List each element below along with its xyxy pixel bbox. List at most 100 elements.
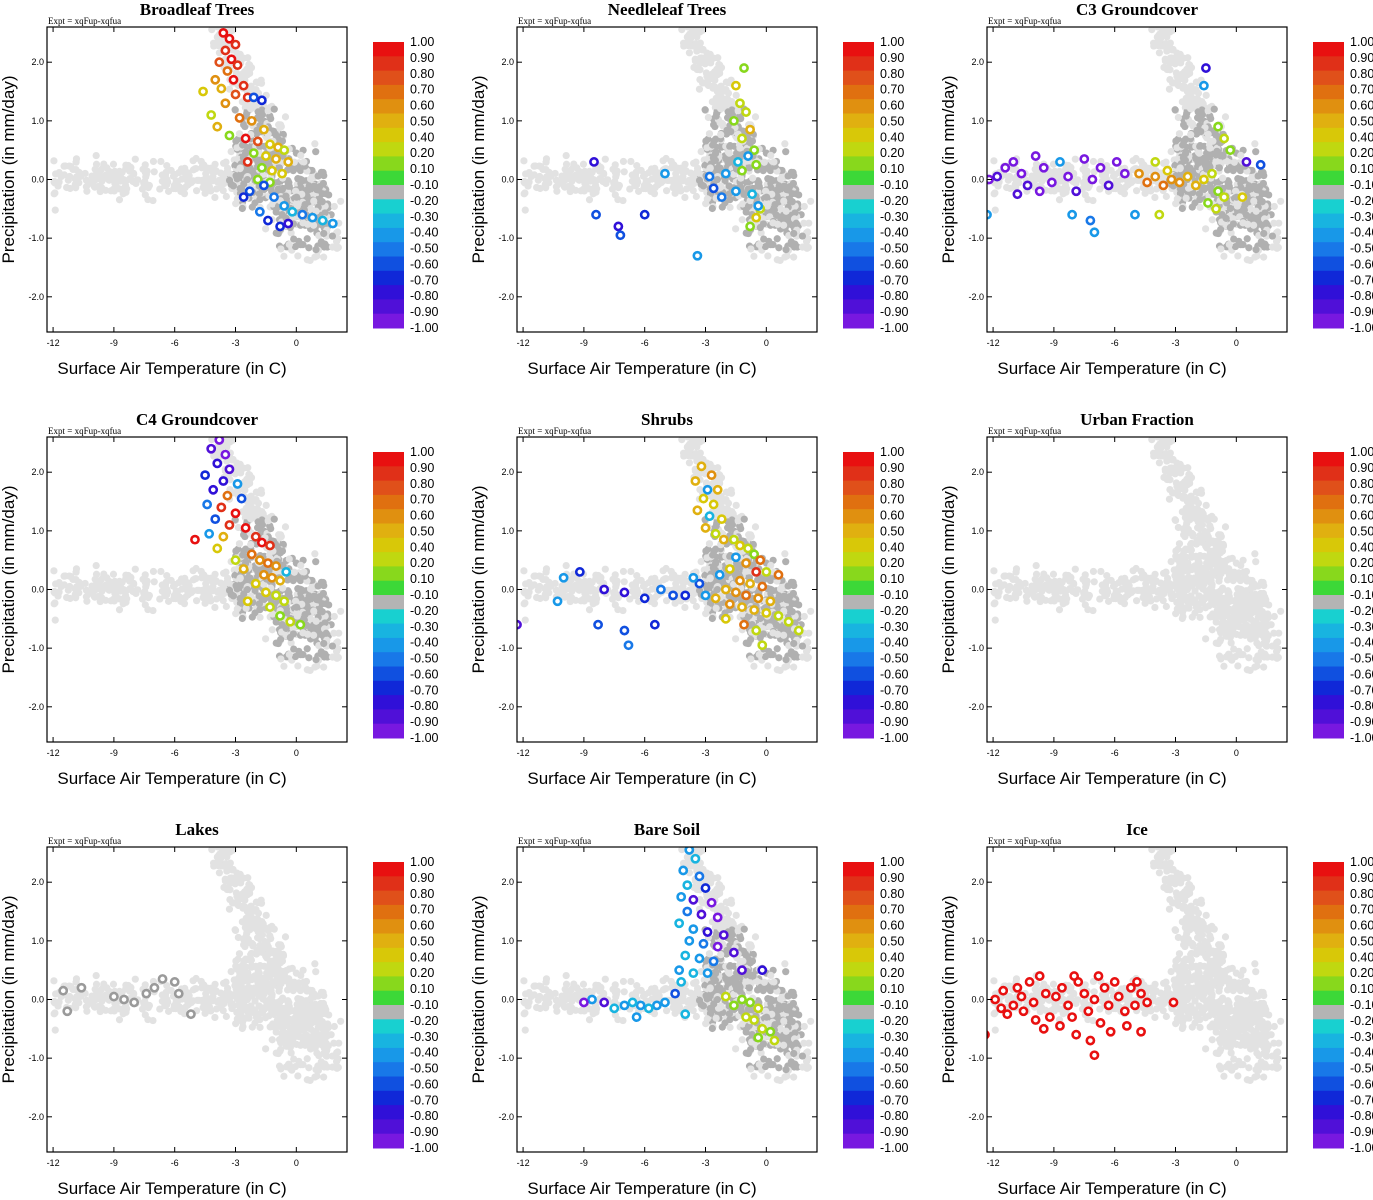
background-point — [534, 176, 542, 184]
background-point — [100, 160, 108, 168]
background-point — [994, 180, 1002, 189]
background-point — [800, 202, 808, 211]
data-point — [238, 80, 249, 91]
colorbar-label: -0.70 — [880, 273, 909, 287]
colorbar-label: -1.00 — [1350, 321, 1373, 335]
background-point — [1166, 39, 1174, 47]
x-tick-label: -3 — [1172, 338, 1180, 348]
background-point — [1192, 155, 1200, 163]
colorbar-segment — [373, 127, 404, 143]
data-point — [1182, 171, 1193, 182]
background-point — [201, 189, 209, 197]
data-point — [295, 619, 306, 630]
data-point — [615, 230, 626, 241]
colorbar-segment — [373, 566, 404, 582]
background-point — [575, 176, 583, 184]
data-point — [254, 206, 265, 217]
background-point — [276, 121, 285, 129]
background-point — [572, 186, 580, 194]
colorbar-label: -0.20 — [410, 604, 439, 618]
background-point — [746, 139, 754, 147]
background-point — [201, 599, 209, 607]
background-point — [738, 216, 746, 224]
background-point — [708, 614, 716, 623]
data-point — [749, 145, 760, 156]
data-point — [230, 39, 241, 50]
data-point — [252, 174, 263, 185]
data-point — [1211, 203, 1221, 214]
background-point — [682, 577, 690, 585]
background-point — [747, 245, 755, 253]
background-point — [214, 27, 221, 29]
background-point — [150, 578, 158, 586]
background-point — [268, 610, 277, 618]
colorbar-label: -0.40 — [880, 226, 909, 240]
colorbar-segment — [373, 285, 404, 300]
background-point — [282, 192, 290, 200]
data-point — [220, 45, 231, 56]
background-point — [1152, 185, 1161, 193]
background-point — [51, 206, 59, 214]
background-point — [180, 600, 189, 608]
background-point — [1261, 209, 1269, 217]
x-tick-label: 0 — [294, 338, 299, 348]
colorbar-label: 0.90 — [880, 51, 904, 65]
background-point — [60, 171, 68, 179]
background-point — [75, 168, 83, 177]
data-point — [660, 168, 670, 179]
background-point — [697, 148, 705, 156]
background-point — [626, 185, 634, 193]
background-point — [1209, 137, 1217, 145]
colorbar-segment — [373, 84, 404, 100]
background-point — [628, 177, 636, 185]
background-point — [131, 565, 139, 573]
colorbar-segment — [373, 256, 404, 272]
background-point — [208, 27, 216, 34]
background-point — [91, 593, 99, 601]
background-point — [1055, 172, 1063, 180]
background-point — [990, 157, 998, 165]
background-point — [628, 587, 636, 595]
background-point — [292, 603, 301, 611]
background-point — [280, 252, 288, 260]
background-point — [337, 607, 345, 615]
background-point — [247, 541, 255, 549]
colorbar-label: 0.40 — [410, 130, 434, 144]
background-point — [1262, 219, 1270, 227]
background-point — [601, 155, 609, 163]
background-point — [51, 599, 59, 607]
background-point — [312, 207, 320, 215]
background-point — [237, 469, 245, 477]
background-point — [311, 550, 319, 558]
colorbar-label: 0.20 — [410, 146, 434, 160]
background-point — [187, 178, 195, 187]
y-tick-label: 1.0 — [31, 526, 44, 536]
background-point — [296, 576, 305, 585]
background-point — [81, 169, 89, 178]
colorbar-label: -0.80 — [410, 699, 439, 713]
background-point — [716, 95, 724, 103]
background-point — [609, 165, 617, 173]
background-point — [222, 568, 230, 576]
background-point — [337, 197, 345, 205]
background-point — [728, 97, 736, 106]
background-point — [1167, 148, 1175, 156]
background-point — [542, 565, 551, 573]
y-tick-label: 0.0 — [31, 175, 44, 185]
data-point — [271, 590, 281, 601]
background-point — [1192, 86, 1200, 94]
background-point — [1132, 187, 1141, 195]
background-point — [219, 172, 227, 180]
data-point — [204, 528, 215, 539]
colorbar-segment — [373, 99, 404, 114]
background-point — [1221, 113, 1230, 121]
background-point — [1079, 165, 1087, 173]
data-point — [1154, 209, 1165, 220]
background-point — [767, 183, 775, 192]
background-point — [678, 175, 687, 184]
background-point — [83, 597, 91, 605]
background-point — [711, 122, 719, 131]
colorbar-segment — [1313, 99, 1344, 114]
background-point — [208, 437, 216, 444]
